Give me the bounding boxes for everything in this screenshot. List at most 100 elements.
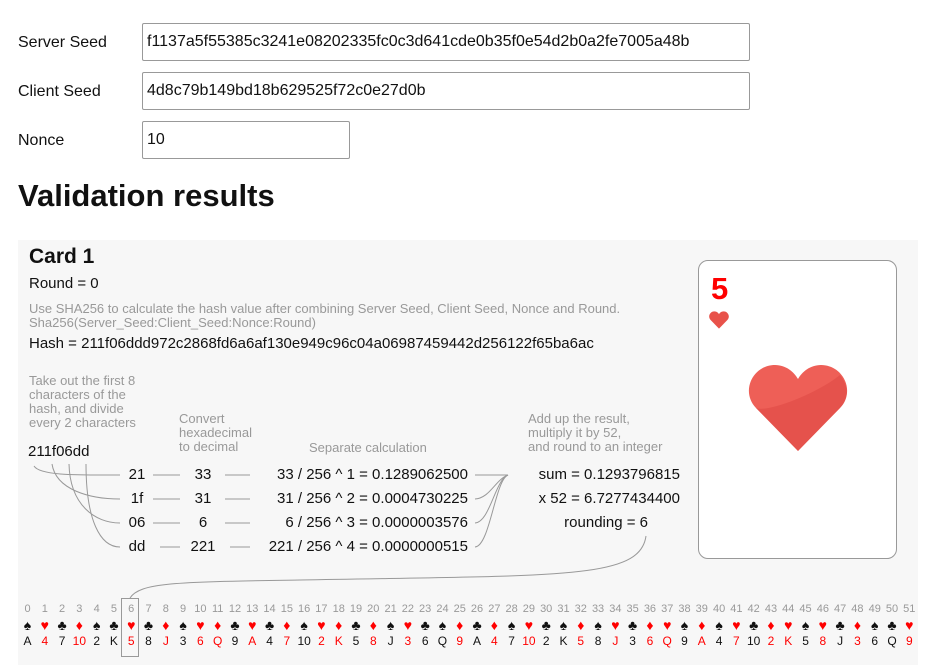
card-rank: 8 xyxy=(819,634,827,648)
note-line: every 2 characters xyxy=(29,415,136,430)
card-index: 36 xyxy=(643,603,657,615)
dec-2: 6 xyxy=(198,514,208,531)
card-index: 5 xyxy=(110,603,117,615)
card-index: 41 xyxy=(730,603,743,615)
card-index: 44 xyxy=(782,603,795,615)
card-suit: ♠ xyxy=(438,617,447,633)
card-suit: ♣ xyxy=(351,617,361,633)
card-rank: 6 xyxy=(871,634,879,648)
card-index: 13 xyxy=(246,603,259,615)
card-suit: ♦ xyxy=(767,617,775,633)
card-rank: 9 xyxy=(456,634,464,648)
card-suit: ♠ xyxy=(179,617,187,633)
card-index: 50 xyxy=(885,603,899,615)
card-suit: ♣ xyxy=(264,617,275,633)
card-title: Card 1 xyxy=(29,245,95,268)
nonce-label: Nonce xyxy=(18,132,65,149)
card-index: 1 xyxy=(41,603,48,615)
card-index: 15 xyxy=(280,603,293,615)
card-rank: Q xyxy=(662,634,672,648)
card-rank: 8 xyxy=(145,634,152,648)
card-rank: 3 xyxy=(629,634,636,648)
card-rank: 4 xyxy=(490,634,498,648)
card-rank: 4 xyxy=(266,634,273,648)
card-rank: 2 xyxy=(318,634,325,648)
card-suit: ♦ xyxy=(456,617,464,633)
card-rank: 9 xyxy=(681,634,688,648)
card-index: 49 xyxy=(868,603,881,615)
validation-results-heading: Validation results xyxy=(18,178,275,213)
card-suit: ♥ xyxy=(611,617,620,633)
large-heart-icon xyxy=(748,365,848,451)
card-rank: 6 xyxy=(421,634,429,648)
card-suit: ♠ xyxy=(300,617,308,633)
hex-0: 21 xyxy=(128,466,146,483)
card-suit: ♦ xyxy=(335,617,343,633)
card-rank: 7 xyxy=(508,634,515,648)
card-suit: ♠ xyxy=(715,617,723,633)
card-index: 0 xyxy=(24,603,31,615)
card-rank: Q xyxy=(437,634,448,648)
card-suit: ♥ xyxy=(663,617,672,633)
card-rank: 3 xyxy=(179,634,187,648)
card-suit: ♠ xyxy=(594,617,602,633)
card-suit: ♦ xyxy=(369,617,377,633)
card-suit: ♥ xyxy=(784,617,793,633)
card-index: 42 xyxy=(747,603,760,615)
calc-1: 31 / 256 ^ 2 = 0.0004730225 xyxy=(277,490,468,507)
step3-note: Separate calculation xyxy=(309,440,427,455)
sha-note-1: Use SHA256 to calculate the hash value a… xyxy=(29,301,621,316)
card-index: 14 xyxy=(263,603,276,615)
card-rank: K xyxy=(784,634,793,648)
card-index: 6 xyxy=(128,603,135,615)
card-rank: 2 xyxy=(542,634,550,648)
card-rank: 3 xyxy=(404,634,412,648)
card-suit: ♦ xyxy=(646,617,654,633)
card-rank: A xyxy=(23,634,32,648)
card-index: 22 xyxy=(401,603,414,615)
note-line: characters of the xyxy=(29,387,126,402)
card-rank: K xyxy=(559,634,568,648)
card-suit: ♦ xyxy=(162,617,170,633)
card-rank: A xyxy=(473,634,482,648)
card-index: 38 xyxy=(678,603,691,615)
note-line: Take out the first 8 xyxy=(29,373,136,388)
card-suit: ♥ xyxy=(40,617,49,633)
card-index: 48 xyxy=(851,603,864,615)
card-rank: 10 xyxy=(746,634,761,648)
card-suit: ♥ xyxy=(248,617,257,633)
nonce-input[interactable] xyxy=(142,121,350,159)
hex-1: 1f xyxy=(130,490,144,507)
card-rank: 6 xyxy=(197,634,204,648)
card-index: 46 xyxy=(816,603,829,615)
dec-1: 31 xyxy=(194,490,212,507)
card-index: 33 xyxy=(591,603,605,615)
small-heart-icon xyxy=(709,311,729,329)
card-suit: ♦ xyxy=(490,617,498,633)
note-line: Add up the result, xyxy=(528,411,630,426)
card-index: 3 xyxy=(76,603,83,615)
card-index: 7 xyxy=(145,603,152,615)
card-rank: 10 xyxy=(522,634,536,648)
card-suit: ♣ xyxy=(57,617,67,633)
card-index: 43 xyxy=(764,603,778,615)
card-rank: A xyxy=(697,634,706,648)
step2-note: Convert hexadecimal to decimal xyxy=(179,412,252,454)
card-index: 4 xyxy=(93,603,100,615)
card-index: 12 xyxy=(228,603,242,615)
card-index: 37 xyxy=(661,603,674,615)
card-suit: ♣ xyxy=(541,617,551,633)
card-rank: 5 xyxy=(577,634,585,648)
card-rank: Q xyxy=(887,634,897,648)
card-index: 9 xyxy=(180,603,187,615)
server-seed-input[interactable] xyxy=(142,23,750,61)
card-index: 35 xyxy=(626,603,639,615)
card-index: 21 xyxy=(384,603,397,615)
card-index: 11 xyxy=(211,603,224,615)
card-suit: ♠ xyxy=(92,617,101,633)
client-seed-input[interactable] xyxy=(142,72,750,110)
note-line: and round to an integer xyxy=(528,439,663,454)
card-rank: 6 xyxy=(646,634,654,648)
card-rank: 8 xyxy=(369,634,377,648)
